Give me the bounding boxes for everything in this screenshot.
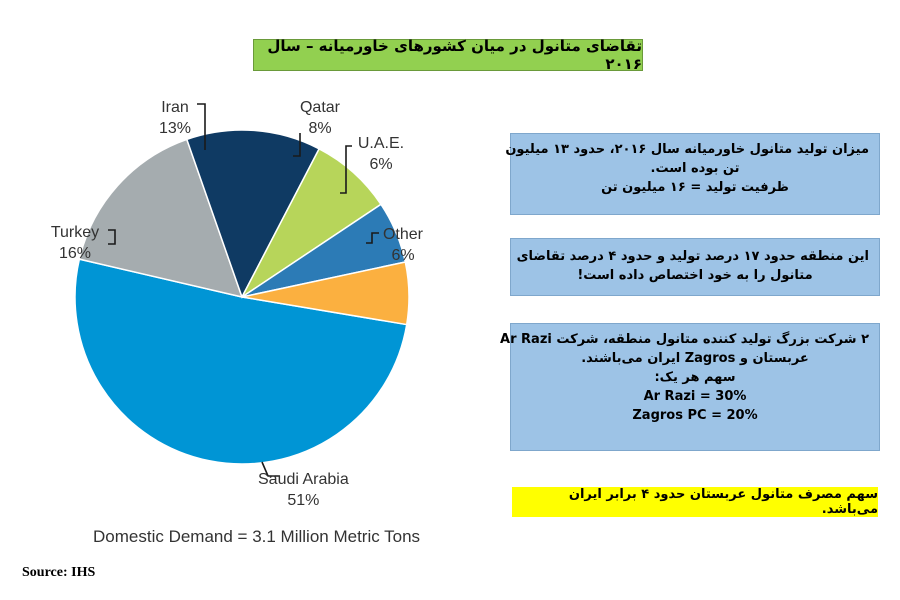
leader-qatar (293, 133, 301, 157)
chart-footnote: Domestic Demand = 3.1 Million Metric Ton… (93, 527, 421, 546)
slice-pct: 6% (369, 156, 393, 173)
slice-pct: 8% (308, 120, 332, 137)
label-iran: Iran 13% (150, 97, 200, 139)
slice-name: Turkey (50, 224, 100, 241)
info-line: عربستان و Zagros ایران می‌باشند. (581, 351, 809, 366)
slice-pct: 6% (391, 247, 415, 264)
slice-other (241, 261, 410, 326)
leader-other (366, 232, 379, 244)
chart-title: تقاضای متانول در میان کشورهای خاورمیانه … (253, 37, 643, 73)
slice-iran (185, 129, 321, 299)
slice-name: Saudi Arabia (258, 471, 349, 488)
info-line: سهم هر یک: (654, 370, 736, 385)
info-line: Zagros PC = 20% (632, 408, 758, 423)
slice-pct: 51% (287, 492, 320, 509)
label-qatar: Qatar 8% (290, 97, 350, 139)
slice-name: Qatar (299, 99, 340, 116)
slice-saudi-arabia (74, 258, 408, 465)
label-other: Other 6% (378, 224, 428, 266)
highlight-box-consumption: سهم مصرف متانول عربستان حدود ۴ برابر ایر… (512, 487, 878, 517)
info-line: میزان تولید متانول خاورمیانه سال ۲۰۱۶، ح… (505, 142, 869, 157)
label-saudi-arabia: Saudi Arabia 51% (258, 469, 349, 511)
label-uae: U.A.E. 6% (352, 133, 410, 175)
leader-uae (340, 145, 352, 194)
leader-turkey (108, 229, 116, 245)
source-note: Source: IHS (22, 565, 96, 580)
leader-saudi-arabia (261, 461, 280, 477)
info-line: این منطقه حدود ۱۷ درصد تولید و حدود ۴ در… (516, 249, 869, 264)
info-line: ۲ شرکت بزرگ تولید کننده متانول منطقه، شر… (500, 332, 869, 347)
info-line: Ar Razi = 30% (643, 389, 747, 404)
slice-turkey (78, 138, 244, 299)
info-box-share: این منطقه حدود ۱۷ درصد تولید و حدود ۴ در… (510, 238, 880, 296)
label-turkey: Turkey 16% (30, 222, 120, 264)
leader-iran (197, 103, 206, 150)
slice-name: Other (382, 226, 423, 243)
info-line: ظرفیت تولید = ۱۶ میلیون تن (601, 180, 789, 195)
info-box-production: میزان تولید متانول خاورمیانه سال ۲۰۱۶، ح… (505, 133, 880, 215)
slice-name: Iran (161, 99, 189, 116)
slice-pct: 13% (158, 120, 192, 137)
info-box-producers: ۲ شرکت بزرگ تولید کننده متانول منطقه، شر… (500, 323, 880, 451)
slice-name: U.A.E. (357, 135, 405, 152)
info-line: متانول را به خود اختصاص داده است! (577, 268, 813, 283)
slice-pct: 16% (58, 245, 92, 262)
info-line: تن بوده است. (650, 161, 740, 176)
